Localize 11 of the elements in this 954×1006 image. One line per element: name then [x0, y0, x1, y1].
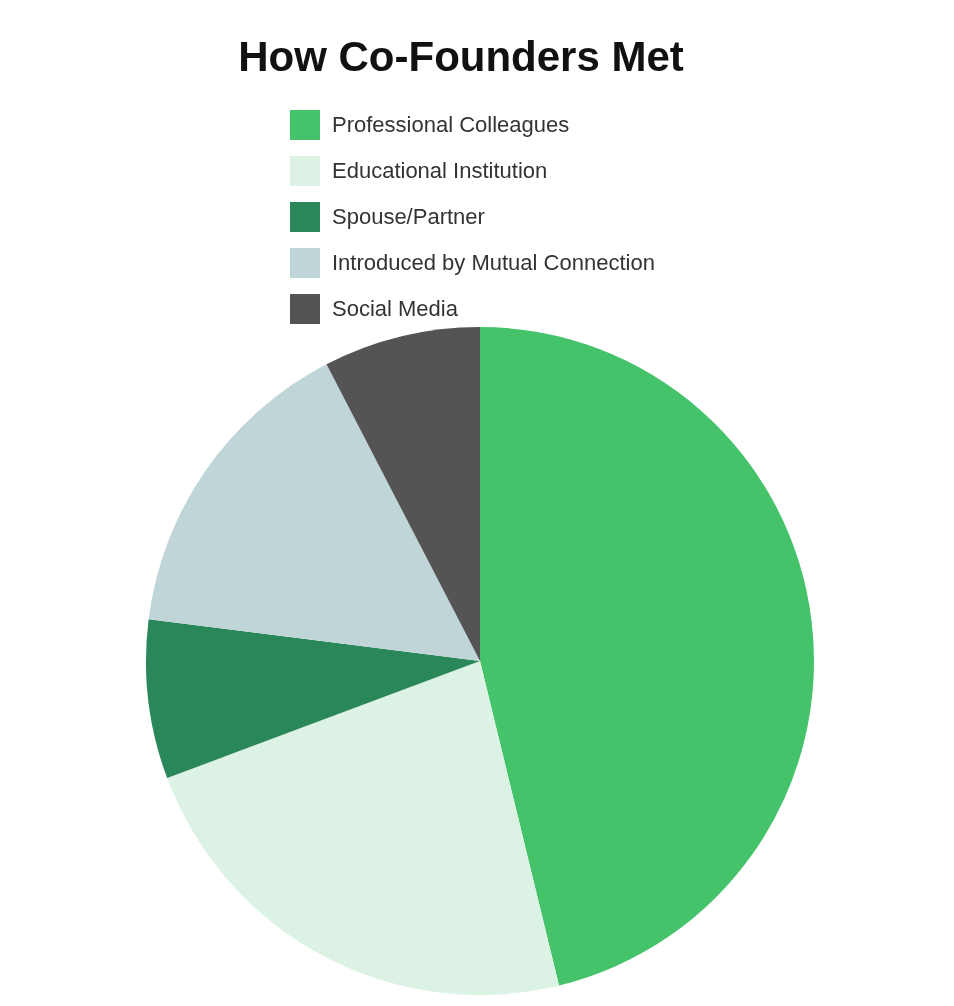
legend-label: Introduced by Mutual Connection [332, 250, 655, 275]
legend-label: Spouse/Partner [332, 204, 485, 229]
legend-label: Professional Colleagues [332, 112, 570, 137]
pie-slice [146, 619, 480, 779]
pie-slice [167, 661, 559, 995]
legend-label: Social Media [332, 296, 459, 321]
legend-label: Educational Institution [332, 158, 548, 183]
pie-slice [148, 364, 480, 661]
pie-slice [326, 327, 480, 661]
pie-slice [480, 327, 814, 986]
chart-title: How Co-Founders Met [238, 33, 684, 80]
